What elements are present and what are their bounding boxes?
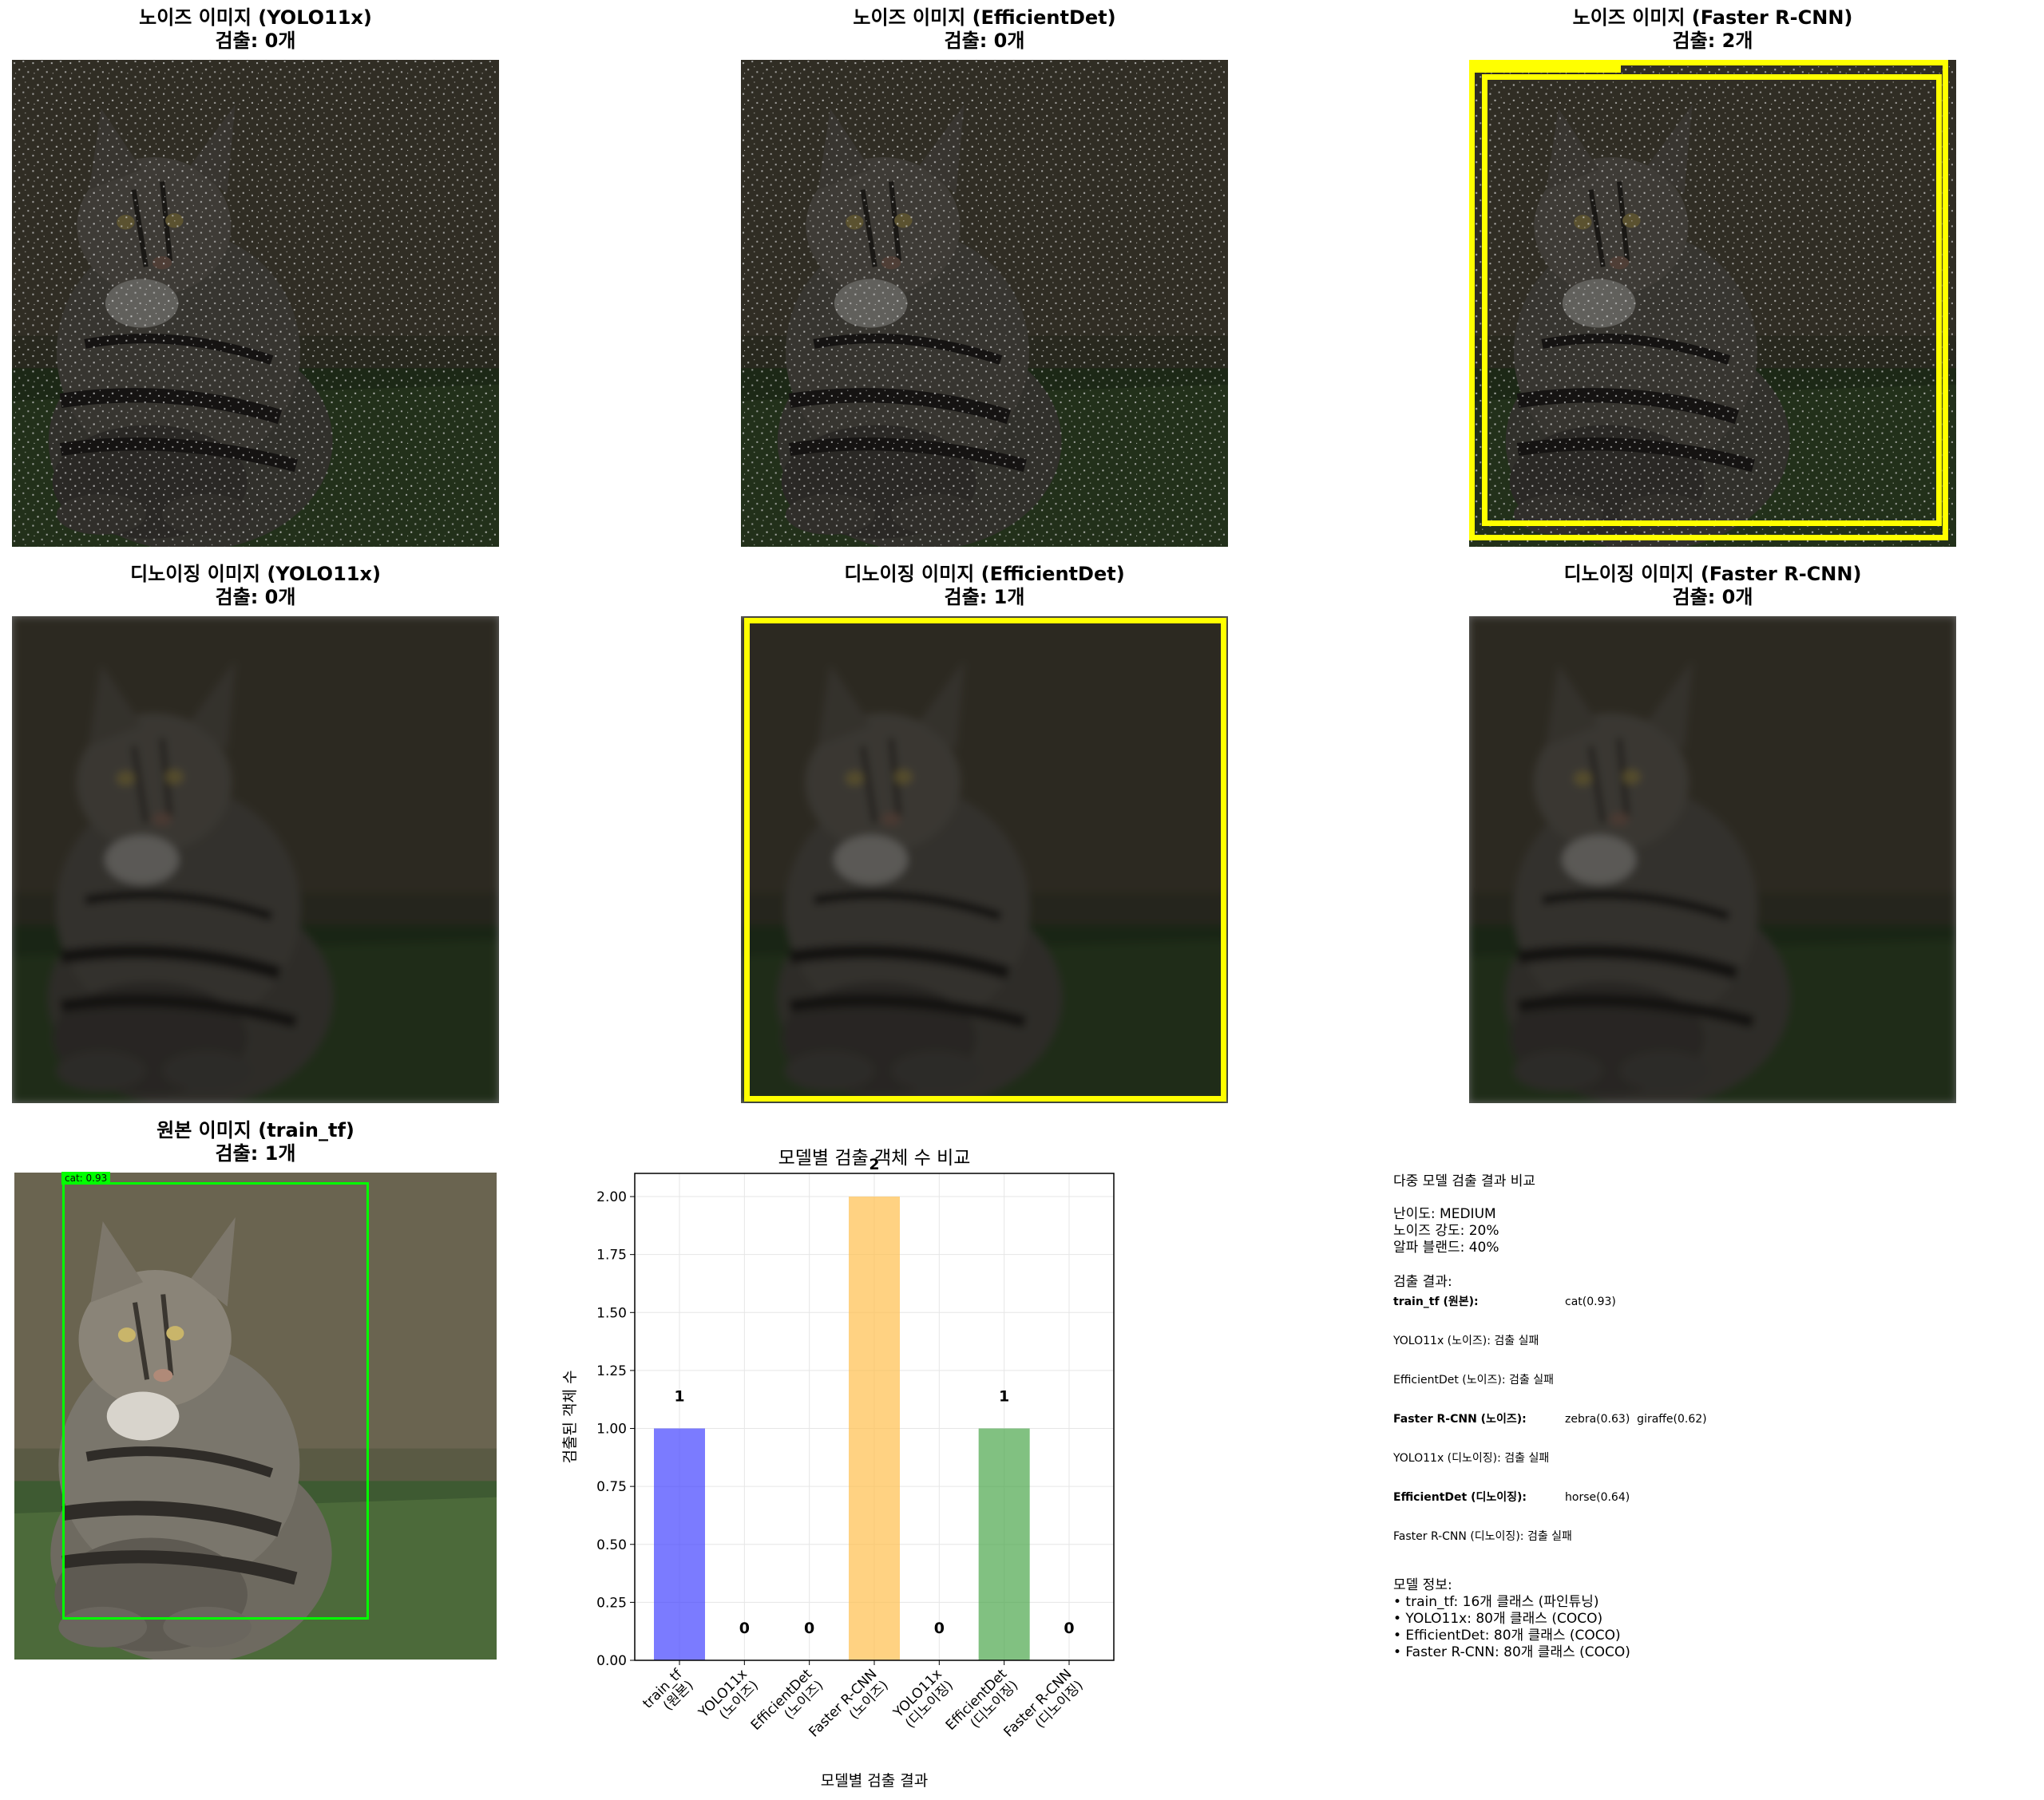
info-noise: 노이즈 강도: 20% [1393,1223,1499,1239]
bar-value-label: 0 [1064,1620,1074,1637]
x-tick-label: Faster R-CNN(노이즈) [806,1666,891,1751]
result-model: Faster R-CNN (디노이징): 검출 실패 [1393,1530,1572,1543]
info-heading: 다중 모델 검출 결과 비교 [1393,1173,1536,1189]
info-model-heading: 모델 정보: [1393,1577,1452,1593]
result-model: EfficientDet (노이즈): 검출 실패 [1393,1374,1554,1387]
y-tick-label: 1.25 [596,1363,627,1379]
y-tick-label: 1.50 [596,1305,627,1321]
info-panel: 다중 모델 검출 결과 비교 난이도: MEDIUM 노이즈 강도: 20% 알… [1393,1173,2032,1661]
bar-value-label: 0 [804,1620,814,1637]
y-axis-label: 검출된 객체 수 [561,1371,579,1464]
y-tick-label: 0.50 [596,1537,627,1553]
noisy-cat-image [741,60,1228,547]
detection-count-bar-chart: 1 0 0 2 0 1 0 0.00 0.25 0.50 0.75 1.00 1.25 1.50 1.75 2… [561,1148,1115,1790]
denoised-cat-image [741,616,1228,1103]
panel-title: 디노이징 이미지 (EfficientDet) 검출: 1개 [844,563,1125,608]
result-model: Faster R-CNN (노이즈): [1393,1413,1527,1426]
model-info-line: • EfficientDet: 80개 클래스 (COCO) [1393,1628,1621,1644]
noisy-cat-image [12,60,499,547]
info-alpha: 알파 블랜드: 40% [1393,1240,1499,1256]
detection-box-horse [744,618,1226,1102]
result-row: YOLO11x (노이즈): 검출 실패 [1393,1333,2032,1350]
detection-label-bar [1469,60,1621,73]
bar [978,1428,1030,1660]
results-list: train_tf (원본): cat(0.93) YOLO11x (노이즈): 검출… [1393,1294,2032,1545]
model-info-line: • YOLO11x: 80개 클래스 (COCO) [1393,1611,1603,1627]
result-detail: zebra(0.63) giraffe(0.62) [1565,1413,1707,1426]
chart-title: 모델별 검출 객체 수 비교 [778,1148,971,1169]
bar-value-label: 0 [739,1620,750,1637]
panel-title: 디노이징 이미지 (YOLO11x) 검출: 0개 [130,563,381,608]
result-row: Faster R-CNN (디노이징): 검출 실패 [1393,1529,2032,1545]
bar-value-label: 2 [869,1156,879,1173]
y-tick-label: 0.25 [596,1595,627,1611]
denoised-cat-image [1469,616,1956,1103]
bar-value-label: 1 [999,1388,1009,1406]
x-axis-label: 모델별 검출 결과 [821,1772,928,1790]
panel-title: 노이즈 이미지 (Faster R-CNN) 검출: 2개 [1572,6,1853,52]
noisy-cat-image [1469,60,1956,547]
detection-box-giraffe [1482,74,1942,526]
panel-title: 원본 이미지 (train_tf) 검출: 1개 [156,1119,355,1165]
result-model: YOLO11x (노이즈): 검출 실패 [1393,1335,1539,1347]
x-tick-label: train_tf(원본) [640,1666,697,1723]
result-detail: cat(0.93) [1565,1296,1616,1308]
model-list: • train_tf: 16개 클래스 (파인튜닝) • YOLO11x: 80개… [1393,1594,2032,1661]
bar [654,1428,705,1660]
bar-value-label: 1 [674,1388,684,1406]
result-row: EfficientDet (디노이징): horse(0.64) [1393,1489,2032,1506]
y-tick-label: 2.00 [596,1189,627,1205]
panel-title: 노이즈 이미지 (YOLO11x) 검출: 0개 [139,6,372,52]
bar [849,1197,900,1660]
x-tick-label: Faster R-CNN(디노이징) [1000,1666,1086,1751]
detection-box-cat: cat: 0.93 [61,1172,369,1620]
y-tick-label: 0.75 [596,1479,627,1495]
result-model: EfficientDet (디노이징): [1393,1491,1527,1504]
result-detail: horse(0.64) [1565,1491,1630,1504]
bar-value-label: 0 [934,1620,945,1637]
panel-title: 디노이징 이미지 (Faster R-CNN) 검출: 0개 [1563,563,1862,608]
info-results-heading: 검출 결과: [1393,1274,1452,1290]
y-tick-label: 0.00 [596,1653,627,1669]
model-info-line: • train_tf: 16개 클래스 (파인튜닝) [1393,1594,1599,1610]
result-row: train_tf (원본): cat(0.93) [1393,1294,2032,1311]
panel-title: 노이즈 이미지 (EfficientDet) 검출: 0개 [853,6,1116,52]
y-tick-label: 1.00 [596,1422,627,1438]
model-info-line: • Faster R-CNN: 80개 클래스 (COCO) [1393,1644,1630,1660]
result-row: YOLO11x (디노이징): 검출 실패 [1393,1450,2032,1467]
detection-label-cat: cat: 0.93 [61,1172,111,1185]
y-tick-label: 1.75 [596,1248,627,1264]
detection-box-zebra [1469,60,1948,540]
denoised-cat-image [12,616,499,1103]
info-difficulty: 난이도: MEDIUM [1393,1206,1496,1222]
result-model: train_tf (원본): [1393,1296,1479,1308]
result-model: YOLO11x (디노이징): 검출 실패 [1393,1452,1550,1465]
result-row: Faster R-CNN (노이즈): zebra(0.63) giraffe(0… [1393,1411,2032,1428]
result-row: EfficientDet (노이즈): 검출 실패 [1393,1372,2032,1389]
original-cat-image: cat: 0.93 [14,1172,497,1660]
